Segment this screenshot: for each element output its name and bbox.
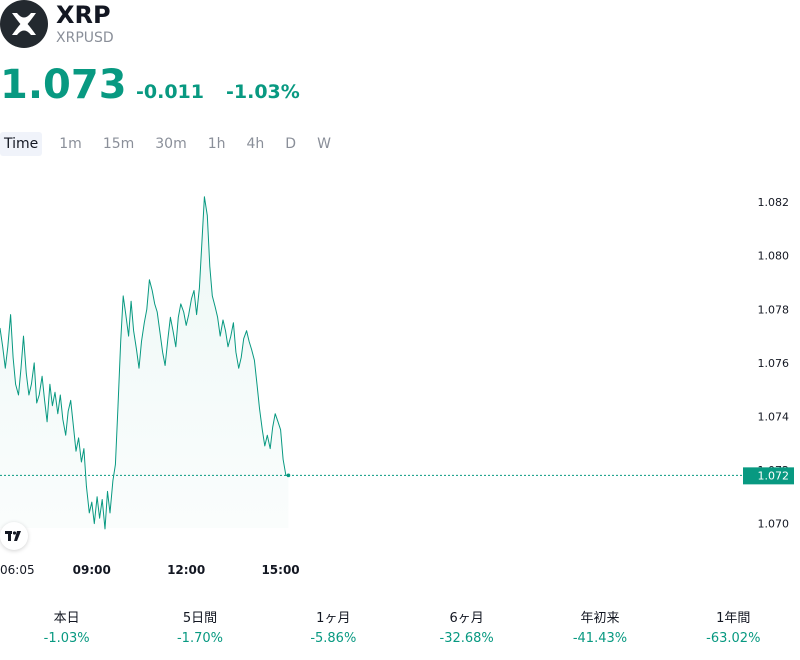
tab-4h[interactable]: 4h [246, 136, 265, 152]
perf-value: -5.86% [310, 631, 357, 646]
tab-15m[interactable]: 15m [102, 136, 135, 152]
current-price: 1.073 [0, 62, 127, 108]
perf-value: -1.03% [43, 631, 90, 646]
perf-label: 1年間 [716, 611, 751, 626]
perf-value: -41.43% [572, 631, 628, 646]
y-axis-label: 1.076 [758, 357, 790, 370]
symbol-name: XRP [56, 1, 111, 29]
price-change-percent: -1.03% [226, 81, 300, 103]
y-axis-label: 1.082 [758, 196, 790, 209]
perf-1m[interactable]: 1ヶ月 -5.86% [267, 606, 400, 656]
price-chart[interactable]: 1.0821.0801.0781.0761.0741.0721.0701.072… [0, 170, 800, 590]
perf-label: 本日 [53, 611, 80, 626]
xrp-logo-icon [0, 0, 48, 48]
y-axis-label: 1.070 [758, 518, 790, 531]
last-price-label-box [743, 467, 794, 485]
x-axis-label: 12:00 [167, 563, 205, 577]
perf-6m[interactable]: 6ヶ月 -32.68% [400, 606, 533, 656]
price-area-fill [0, 196, 289, 529]
tab-30m[interactable]: 30m [155, 136, 187, 152]
perf-today[interactable]: 本日 -1.03% [0, 606, 133, 656]
perf-value: -1.70% [176, 631, 223, 646]
perf-5d[interactable]: 5日間 -1.70% [133, 606, 266, 656]
symbol-ticker: XRPUSD [56, 30, 114, 46]
perf-label: 年初来 [580, 611, 620, 626]
tab-1m[interactable]: 1m [59, 136, 82, 152]
tab-time[interactable]: Time [0, 132, 43, 156]
y-axis-label: 1.080 [758, 250, 790, 263]
price-line [0, 196, 289, 530]
x-axis-label: 06:05 [0, 563, 35, 577]
tab-w[interactable]: W [317, 136, 331, 152]
perf-label: 1ヶ月 [316, 611, 351, 626]
tradingview-logo-icon[interactable] [0, 522, 28, 550]
perf-label: 6ヶ月 [449, 611, 484, 626]
perf-label: 5日間 [182, 611, 218, 626]
x-axis-label: 15:00 [261, 563, 299, 577]
last-price-label: 1.072 [758, 469, 790, 482]
x-axis-label: 09:00 [73, 563, 111, 577]
y-axis-label: 1.078 [758, 303, 790, 316]
perf-ytd[interactable]: 年初来 -41.43% [533, 606, 666, 656]
tab-d[interactable]: D [285, 136, 297, 152]
perf-value: -32.68% [439, 631, 494, 646]
perf-value: -63.02% [706, 631, 761, 646]
price-change: -0.011 [136, 81, 204, 103]
perf-1y[interactable]: 1年間 -63.02% [667, 606, 800, 656]
performance-strip: 本日 -1.03% 5日間 -1.70% 1ヶ月 -5.86% 6ヶ月 -32.… [0, 606, 800, 656]
timeframe-tabs: Time 1m 15m 30m 1h 4h D W [0, 132, 348, 156]
tab-1h[interactable]: 1h [207, 136, 226, 152]
y-axis-label: 1.074 [758, 410, 790, 423]
